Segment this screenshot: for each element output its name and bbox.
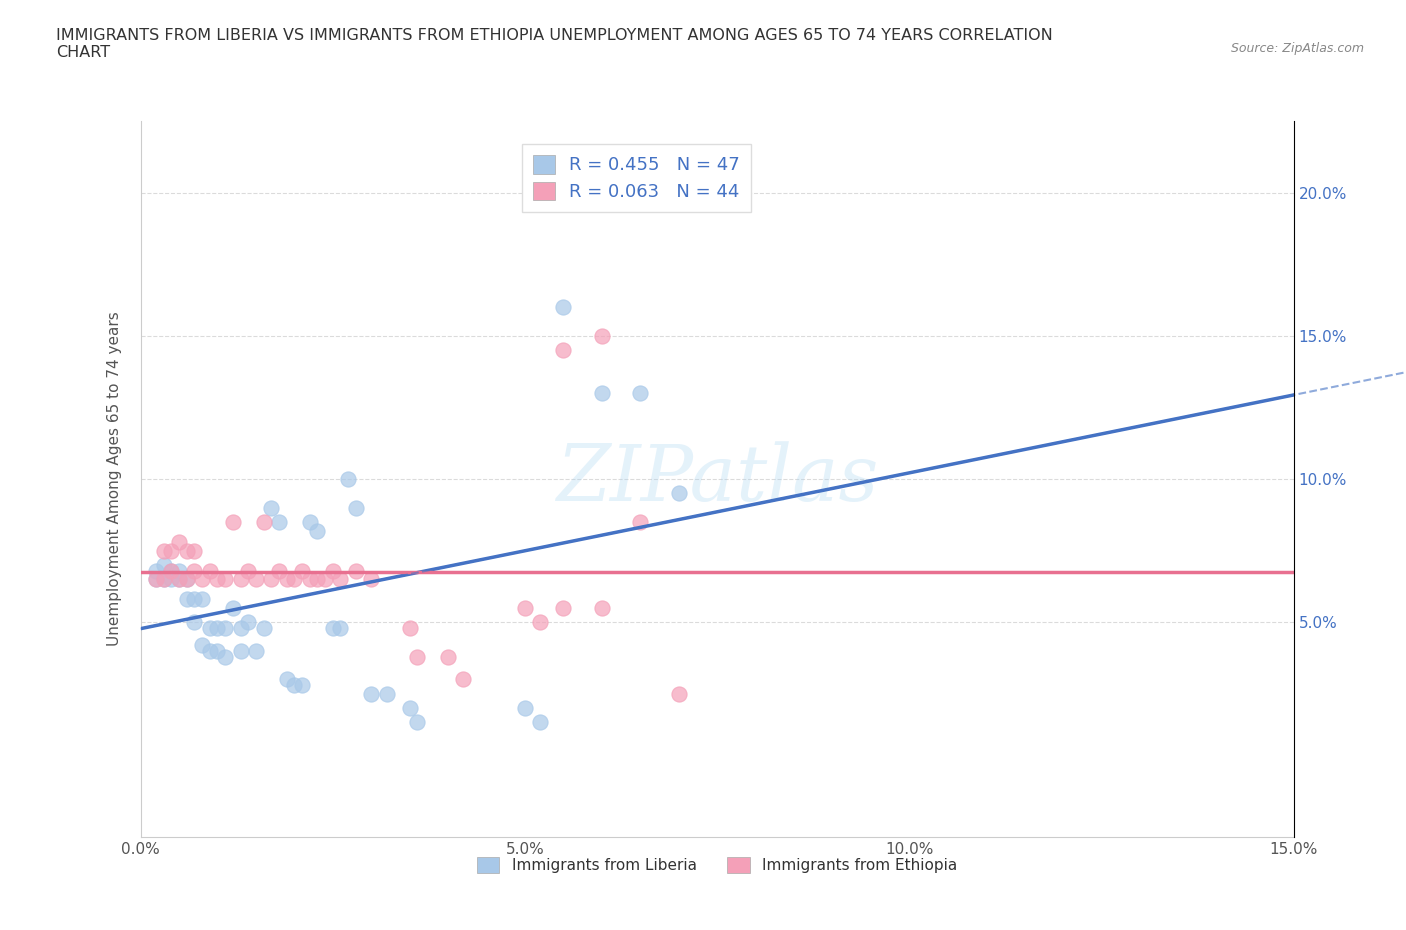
Point	[437, 649, 460, 664]
Point	[183, 615, 205, 630]
Point	[207, 644, 229, 658]
Point	[628, 386, 651, 401]
Point	[267, 514, 290, 529]
Point	[229, 620, 252, 635]
Point	[398, 620, 420, 635]
Point	[245, 644, 267, 658]
Point	[145, 564, 167, 578]
Point	[283, 572, 305, 587]
Point	[591, 328, 613, 343]
Point	[160, 572, 183, 587]
Point	[375, 686, 398, 701]
Point	[398, 700, 420, 715]
Point	[214, 572, 236, 587]
Point	[145, 572, 167, 587]
Point	[152, 572, 174, 587]
Point	[191, 591, 214, 606]
Point	[160, 543, 183, 558]
Point	[152, 572, 174, 587]
Point	[245, 572, 267, 587]
Point	[283, 678, 305, 693]
Text: Source: ZipAtlas.com: Source: ZipAtlas.com	[1230, 42, 1364, 55]
Point	[183, 543, 205, 558]
Point	[314, 572, 336, 587]
Point	[167, 572, 190, 587]
Point	[628, 514, 651, 529]
Point	[191, 572, 214, 587]
Point	[291, 564, 314, 578]
Point	[298, 514, 321, 529]
Point	[307, 523, 329, 538]
Point	[260, 572, 283, 587]
Text: ZIPatlas: ZIPatlas	[555, 441, 879, 517]
Point	[176, 572, 198, 587]
Point	[167, 535, 190, 550]
Point	[222, 514, 245, 529]
Point	[668, 686, 690, 701]
Point	[183, 564, 205, 578]
Point	[276, 572, 298, 587]
Point	[222, 601, 245, 616]
Point	[453, 672, 475, 687]
Point	[160, 564, 183, 578]
Point	[229, 572, 252, 587]
Point	[344, 564, 367, 578]
Point	[291, 678, 314, 693]
Point	[276, 672, 298, 687]
Point	[152, 557, 174, 572]
Point	[229, 644, 252, 658]
Point	[145, 572, 167, 587]
Point	[191, 638, 214, 653]
Point	[252, 514, 274, 529]
Point	[322, 620, 344, 635]
Point	[344, 500, 367, 515]
Point	[160, 564, 183, 578]
Point	[267, 564, 290, 578]
Point	[152, 543, 174, 558]
Point	[207, 572, 229, 587]
Point	[260, 500, 283, 515]
Point	[176, 591, 198, 606]
Point	[238, 615, 260, 630]
Point	[529, 715, 551, 730]
Legend: Immigrants from Liberia, Immigrants from Ethiopia: Immigrants from Liberia, Immigrants from…	[471, 851, 963, 880]
Point	[322, 564, 344, 578]
Point	[591, 601, 613, 616]
Point	[238, 564, 260, 578]
Point	[329, 620, 352, 635]
Point	[198, 620, 221, 635]
Point	[513, 601, 536, 616]
Point	[176, 572, 198, 587]
Point	[198, 644, 221, 658]
Point	[167, 564, 190, 578]
Point	[668, 485, 690, 500]
Point	[360, 572, 382, 587]
Point	[214, 649, 236, 664]
Point	[307, 572, 329, 587]
Point	[337, 472, 360, 486]
Point	[329, 572, 352, 587]
Point	[167, 572, 190, 587]
Point	[591, 386, 613, 401]
Point	[214, 620, 236, 635]
Y-axis label: Unemployment Among Ages 65 to 74 years: Unemployment Among Ages 65 to 74 years	[107, 312, 122, 646]
Point	[252, 620, 274, 635]
Point	[553, 601, 575, 616]
Point	[529, 615, 551, 630]
Point	[553, 342, 575, 357]
Point	[183, 591, 205, 606]
Text: IMMIGRANTS FROM LIBERIA VS IMMIGRANTS FROM ETHIOPIA UNEMPLOYMENT AMONG AGES 65 T: IMMIGRANTS FROM LIBERIA VS IMMIGRANTS FR…	[56, 28, 1053, 60]
Point	[406, 649, 429, 664]
Point	[207, 620, 229, 635]
Point	[360, 686, 382, 701]
Point	[176, 543, 198, 558]
Point	[553, 299, 575, 314]
Point	[406, 715, 429, 730]
Point	[513, 700, 536, 715]
Point	[298, 572, 321, 587]
Point	[198, 564, 221, 578]
